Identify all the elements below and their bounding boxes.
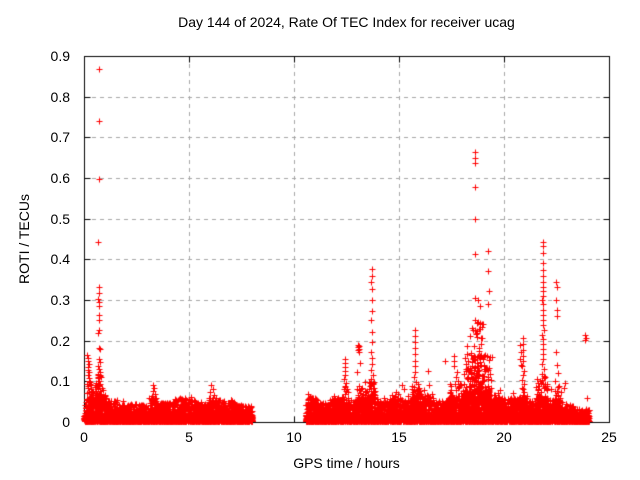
chart-title: Day 144 of 2024, Rate Of TEC Index for r… (178, 14, 515, 30)
y-tick-label: 0.5 (50, 211, 70, 227)
y-tick-label: 0.1 (50, 373, 70, 389)
x-tick-label: 5 (185, 429, 193, 445)
x-tick-label: 20 (496, 429, 512, 445)
y-tick-label: 0 (62, 414, 70, 430)
y-tick-label: 0.6 (50, 170, 70, 186)
x-tick-label: 15 (391, 429, 407, 445)
x-tick-label: 0 (80, 429, 88, 445)
y-tick-label: 0.8 (50, 89, 70, 105)
y-tick-label: 0.4 (50, 251, 70, 267)
y-axis-label: ROTI / TECUs (16, 194, 32, 284)
x-tick-label: 10 (286, 429, 302, 445)
x-axis-label: GPS time / hours (293, 455, 400, 471)
y-tick-label: 0.7 (50, 129, 70, 145)
y-tick-label: 0.2 (50, 333, 70, 349)
y-tick-label: 0.9 (50, 48, 70, 64)
x-tick-label: 25 (601, 429, 617, 445)
y-tick-label: 0.3 (50, 292, 70, 308)
